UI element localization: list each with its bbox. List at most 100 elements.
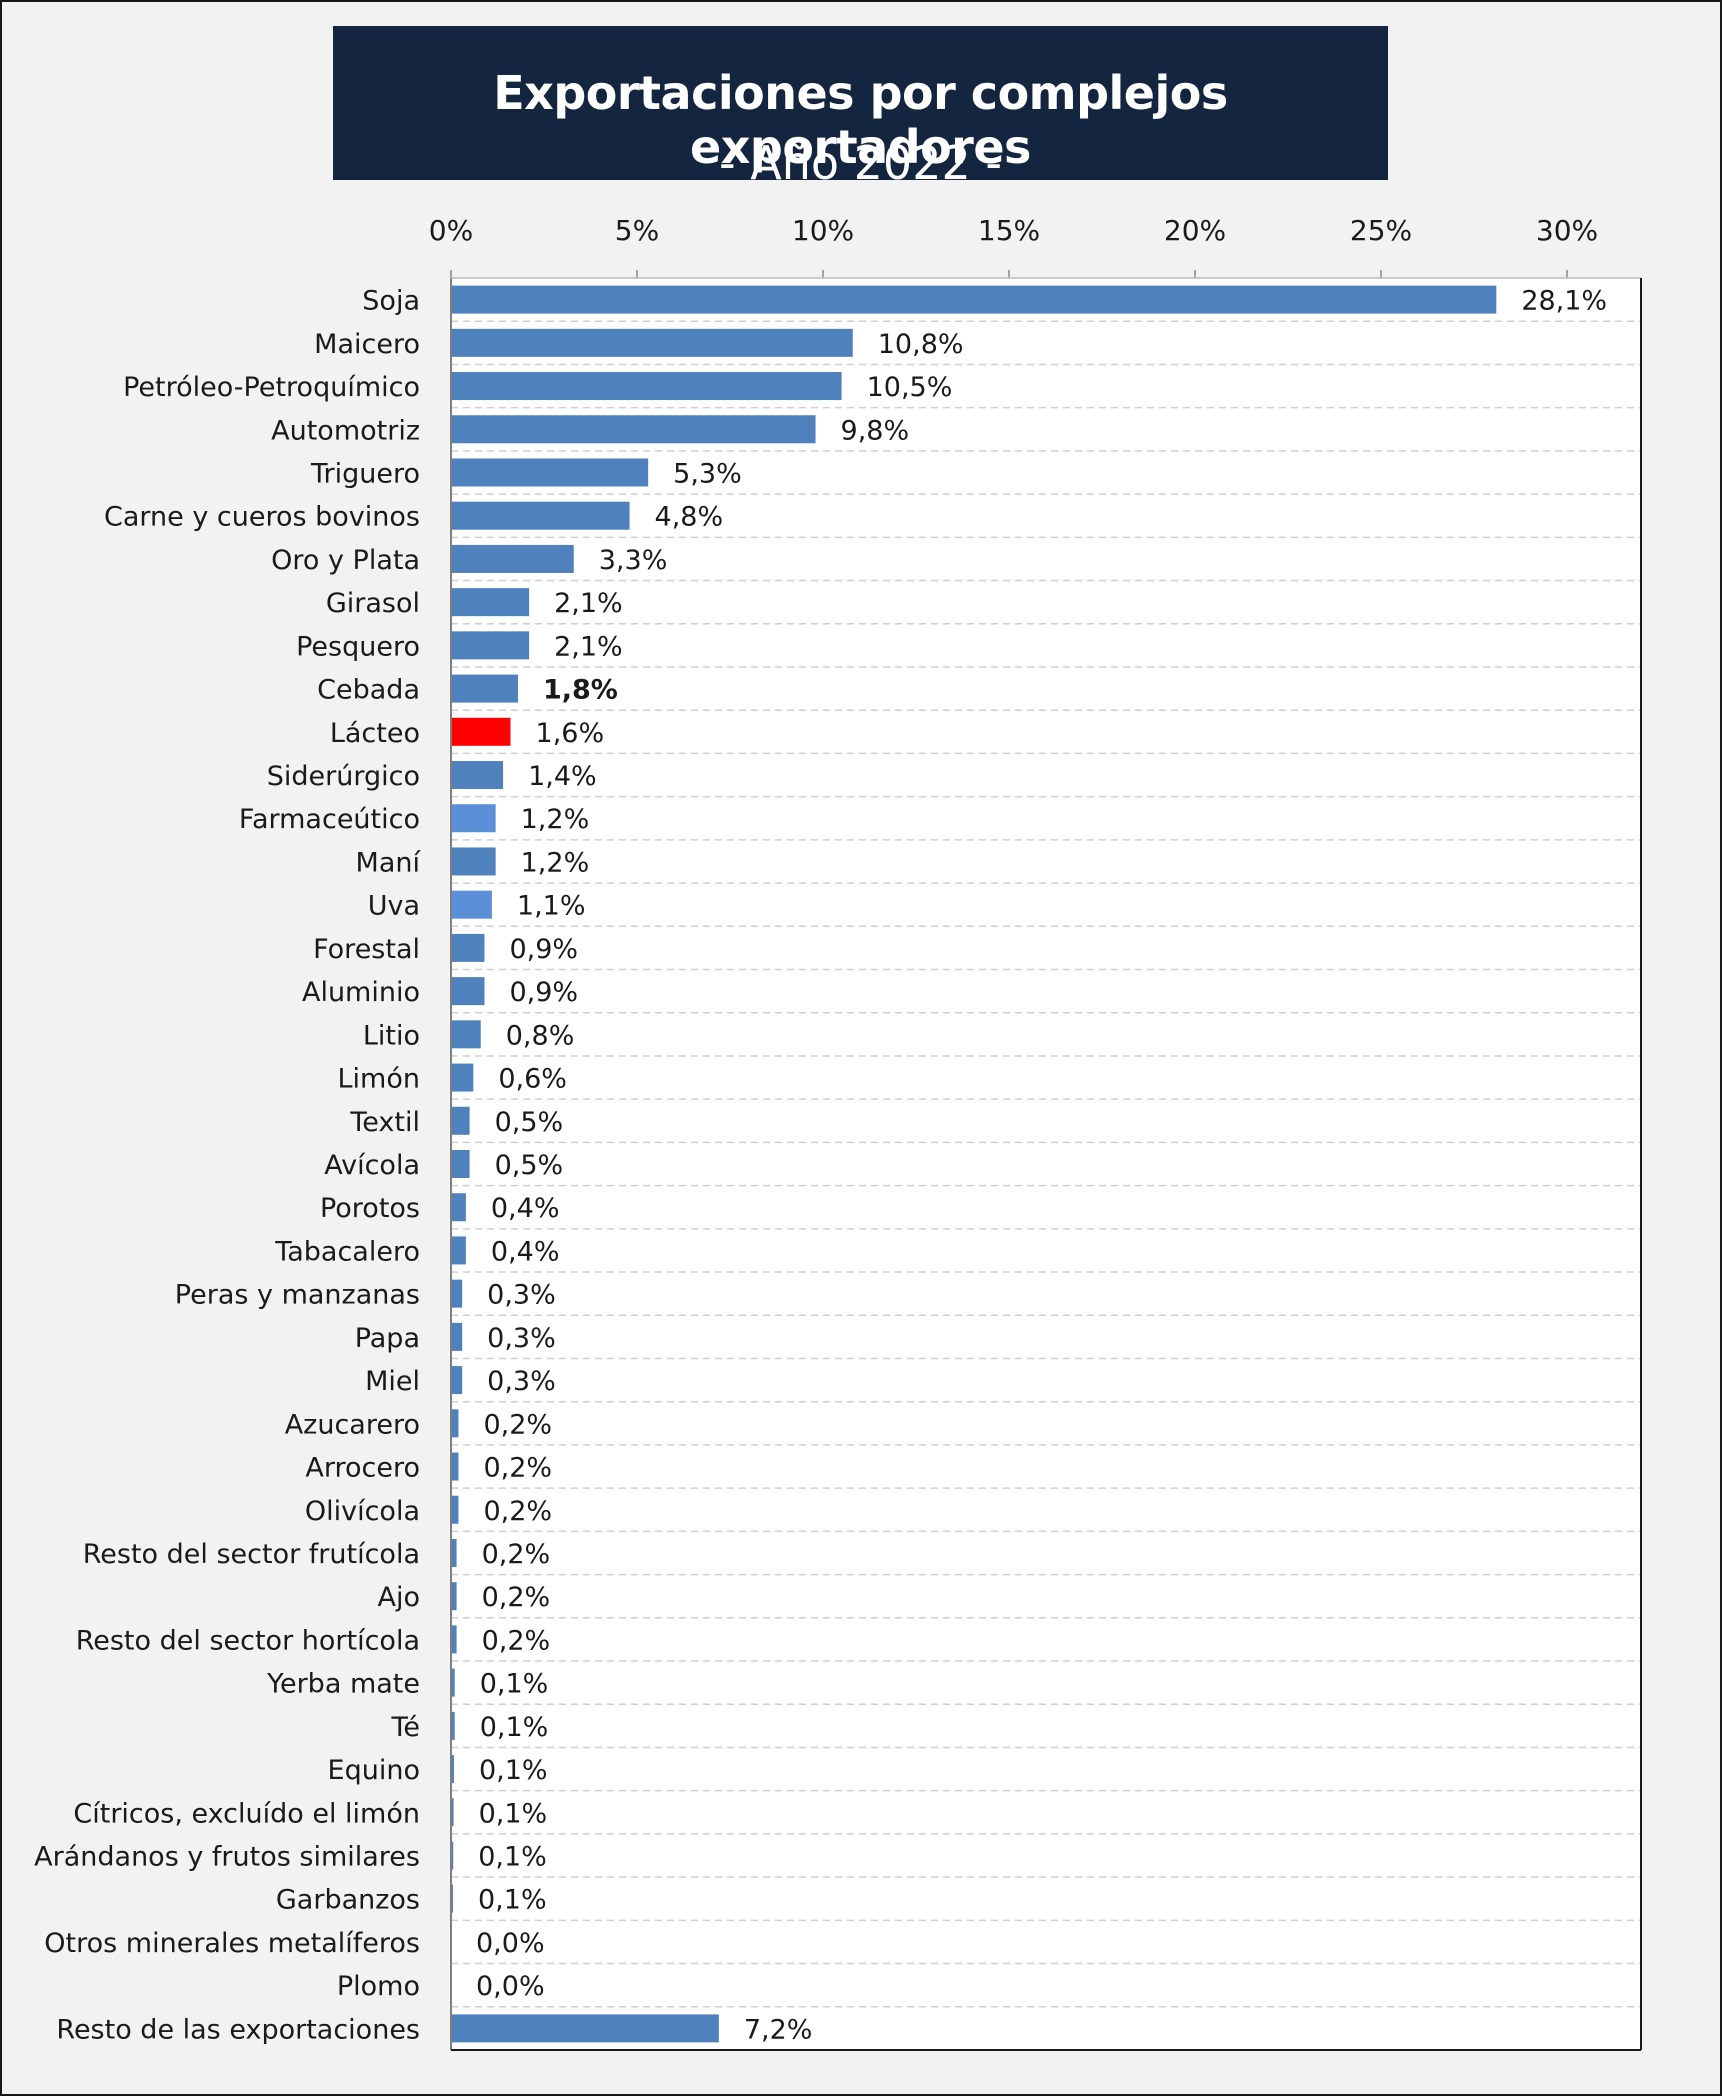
- bar: [451, 544, 574, 573]
- bar: [451, 1020, 481, 1049]
- value-label: 1,2%: [521, 804, 590, 835]
- value-label: 0,9%: [509, 934, 578, 965]
- category-label: Yerba mate: [266, 1669, 420, 1700]
- value-label: 0,1%: [480, 1669, 549, 1700]
- category-label: Olivícola: [305, 1496, 420, 1527]
- bar: [451, 1366, 463, 1395]
- bar: [451, 804, 496, 833]
- category-label: Papa: [355, 1323, 420, 1354]
- category-label: Cítricos, excluído el limón: [73, 1798, 420, 1829]
- category-label: Arándanos y frutos similares: [34, 1842, 420, 1873]
- bar: [451, 1236, 466, 1265]
- category-label: Resto del sector frutícola: [83, 1539, 420, 1570]
- x-tick-label: 5%: [615, 214, 659, 247]
- bar: [451, 674, 518, 703]
- value-label: 1,6%: [536, 718, 605, 749]
- bar: [451, 372, 842, 401]
- chart-title-box: Exportaciones por complejos exportadores…: [333, 26, 1388, 190]
- category-label: Litio: [363, 1020, 420, 1051]
- category-label: Forestal: [313, 934, 420, 965]
- value-label: 2,1%: [554, 588, 623, 619]
- bar: [451, 2014, 719, 2043]
- plot-area: [451, 278, 1641, 2050]
- bar: [451, 977, 485, 1006]
- bar: [451, 1625, 457, 1654]
- value-label: 0,0%: [476, 1928, 545, 1959]
- bar: [451, 847, 496, 876]
- category-label: Plomo: [337, 1971, 420, 2002]
- x-tick-label: 30%: [1536, 214, 1598, 247]
- category-label: Automotriz: [271, 415, 420, 446]
- value-label: 0,2%: [482, 1582, 551, 1613]
- value-label: 0,3%: [487, 1323, 556, 1354]
- bar: [451, 1495, 459, 1524]
- bar: [451, 1063, 474, 1092]
- value-label: 1,8%: [543, 675, 618, 706]
- value-label: 0,9%: [509, 977, 578, 1008]
- value-label: 0,2%: [483, 1453, 552, 1484]
- category-label: Peras y manzanas: [175, 1280, 420, 1311]
- category-label: Textil: [349, 1107, 420, 1138]
- value-label: 5,3%: [673, 458, 742, 489]
- value-label: 10,5%: [867, 372, 953, 403]
- category-label: Equino: [328, 1755, 420, 1786]
- value-label: 0,5%: [495, 1107, 564, 1138]
- category-label: Garbanzos: [276, 1885, 420, 1916]
- category-label: Pesquero: [296, 631, 420, 662]
- bar: [451, 761, 504, 790]
- bar: [451, 1841, 454, 1870]
- value-label: 0,2%: [482, 1539, 551, 1570]
- x-tick-label: 15%: [978, 214, 1040, 247]
- bar: [451, 1582, 457, 1611]
- value-label: 0,1%: [478, 1842, 547, 1873]
- category-label: Carne y cueros bovinos: [104, 502, 420, 533]
- value-label: 9,8%: [841, 415, 910, 446]
- bar: [451, 1193, 466, 1222]
- bar: [451, 328, 853, 357]
- category-label: Azucarero: [285, 1409, 420, 1440]
- category-label: Maní: [356, 847, 422, 878]
- bar: [451, 415, 816, 444]
- category-label: Limón: [338, 1064, 420, 1095]
- value-label: 3,3%: [599, 545, 668, 576]
- bar: [451, 1322, 463, 1351]
- bar: [451, 501, 630, 530]
- value-label: 0,1%: [480, 1712, 549, 1743]
- value-label: 0,2%: [483, 1496, 552, 1527]
- x-tick-label: 0%: [429, 214, 473, 247]
- bar: [451, 1452, 459, 1481]
- value-label: 0,3%: [487, 1280, 556, 1311]
- category-label: Girasol: [326, 588, 420, 619]
- value-label: 0,5%: [495, 1150, 564, 1181]
- bar: [451, 1798, 454, 1827]
- category-label: Ajo: [378, 1582, 421, 1613]
- value-label: 0,1%: [479, 1755, 548, 1786]
- bar: [451, 1668, 455, 1697]
- bar: [451, 1538, 457, 1567]
- category-label: Otros minerales metalíferos: [44, 1928, 420, 1959]
- category-label: Uva: [368, 891, 420, 922]
- value-label: 0,2%: [483, 1409, 552, 1440]
- bar: [451, 285, 1497, 314]
- category-label: Porotos: [320, 1193, 420, 1224]
- chart-title: Exportaciones por complejos exportadores: [493, 66, 1228, 174]
- value-label: 0,8%: [506, 1020, 575, 1051]
- x-tick-label: 25%: [1350, 214, 1412, 247]
- value-label: 0,1%: [478, 1885, 547, 1916]
- value-label: 0,3%: [487, 1366, 556, 1397]
- category-label: Maicero: [314, 329, 420, 360]
- bar: [451, 588, 530, 617]
- category-label: Avícola: [324, 1150, 420, 1181]
- value-label: 10,8%: [878, 329, 964, 360]
- bar: [451, 933, 485, 962]
- bar: [451, 458, 649, 487]
- value-label: 2,1%: [554, 631, 623, 662]
- bar: [451, 1711, 455, 1740]
- value-label: 0,1%: [479, 1798, 548, 1829]
- bar: [451, 890, 492, 919]
- bar: [451, 1150, 470, 1178]
- category-label: Oro y Plata: [271, 545, 420, 576]
- bar: [451, 1279, 463, 1308]
- category-label: Siderúrgico: [267, 761, 420, 792]
